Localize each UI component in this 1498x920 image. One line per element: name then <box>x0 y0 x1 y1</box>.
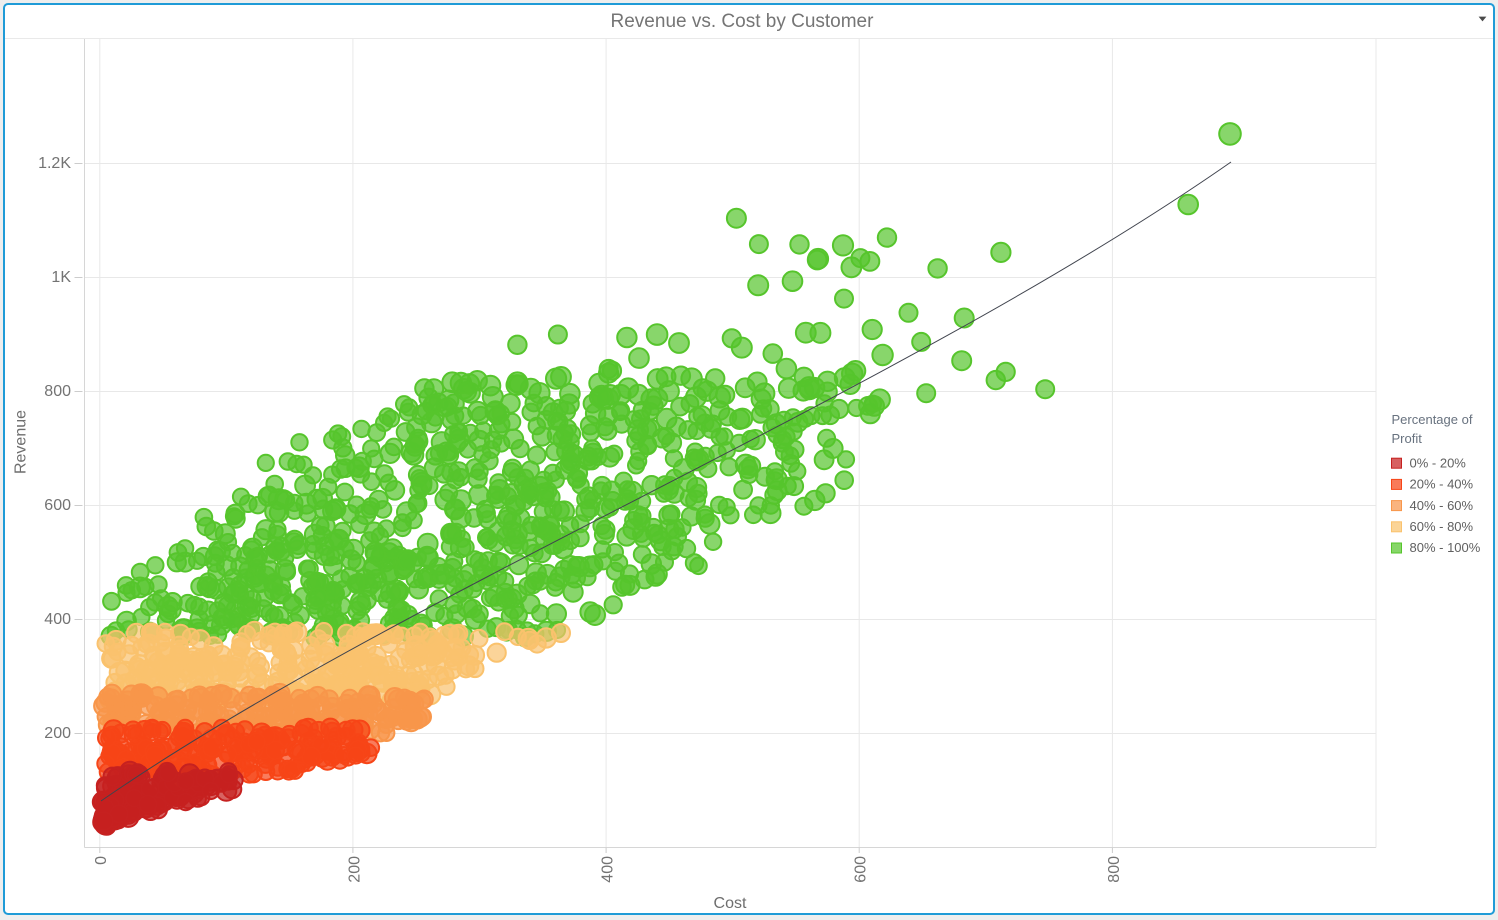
svg-text:60% - 80%: 60% - 80% <box>1410 519 1474 534</box>
svg-text:200: 200 <box>346 856 363 883</box>
svg-text:400: 400 <box>600 856 617 883</box>
svg-text:800: 800 <box>1106 856 1123 883</box>
svg-text:0: 0 <box>93 856 110 865</box>
svg-text:600: 600 <box>44 497 71 514</box>
svg-text:200: 200 <box>44 725 71 742</box>
svg-text:80% - 100%: 80% - 100% <box>1410 540 1481 555</box>
svg-text:Revenue vs. Cost by Customer: Revenue vs. Cost by Customer <box>611 11 875 32</box>
svg-text:40% - 60%: 40% - 60% <box>1410 498 1474 513</box>
svg-text:20% - 40%: 20% - 40% <box>1410 477 1474 492</box>
svg-text:0% - 20%: 0% - 20% <box>1410 455 1467 470</box>
svg-text:1.2K: 1.2K <box>38 155 71 172</box>
svg-text:800: 800 <box>44 383 71 400</box>
svg-text:Profit: Profit <box>1392 431 1423 446</box>
svg-text:400: 400 <box>44 611 71 628</box>
svg-text:600: 600 <box>853 856 870 883</box>
svg-text:1K: 1K <box>51 269 71 286</box>
svg-text:Cost: Cost <box>714 895 747 912</box>
svg-text:Percentage of: Percentage of <box>1392 412 1473 427</box>
svg-text:Revenue: Revenue <box>13 410 30 474</box>
